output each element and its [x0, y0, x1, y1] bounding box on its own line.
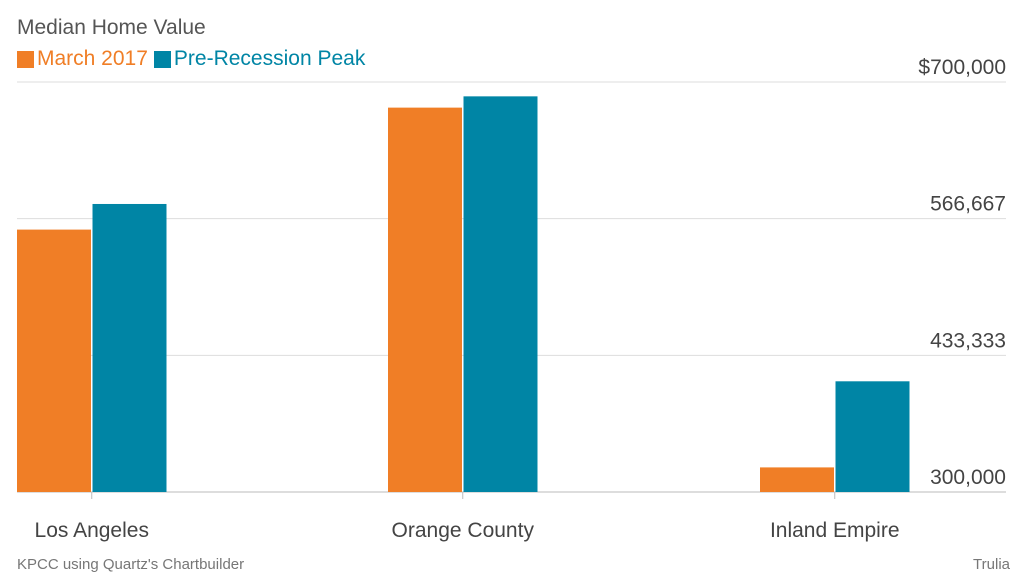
y-tick-label: 566,667	[930, 193, 1006, 216]
source-credit: KPCC using Quartz's Chartbuilder	[17, 556, 245, 573]
bar	[760, 467, 834, 492]
legend-swatch-march-2017	[17, 50, 34, 68]
y-tick-label: 433,333	[930, 329, 1006, 352]
legend: March 2017 Pre-Recession Peak	[17, 47, 371, 71]
bar	[835, 381, 910, 492]
bar	[17, 229, 91, 492]
bar	[92, 203, 167, 492]
y-tick-label: 300,000	[930, 466, 1006, 489]
bar	[388, 107, 462, 492]
legend-item-march-2017: March 2017	[17, 47, 148, 71]
legend-swatch-pre-recession-peak	[153, 50, 171, 68]
legend-label-march-2017: March 2017	[37, 47, 148, 70]
data-source: Trulia	[973, 556, 1010, 573]
chart-title: Median Home Value	[17, 16, 206, 39]
x-tick-label: Orange County	[392, 519, 535, 542]
x-tick-label: Los Angeles	[35, 519, 149, 542]
bar	[463, 96, 538, 492]
legend-label-pre-recession-peak: Pre-Recession Peak	[173, 47, 366, 70]
x-tick-label: Inland Empire	[770, 519, 900, 542]
legend-item-pre-recession-peak: Pre-Recession Peak	[153, 47, 366, 71]
y-tick-label: $700,000	[918, 56, 1006, 79]
